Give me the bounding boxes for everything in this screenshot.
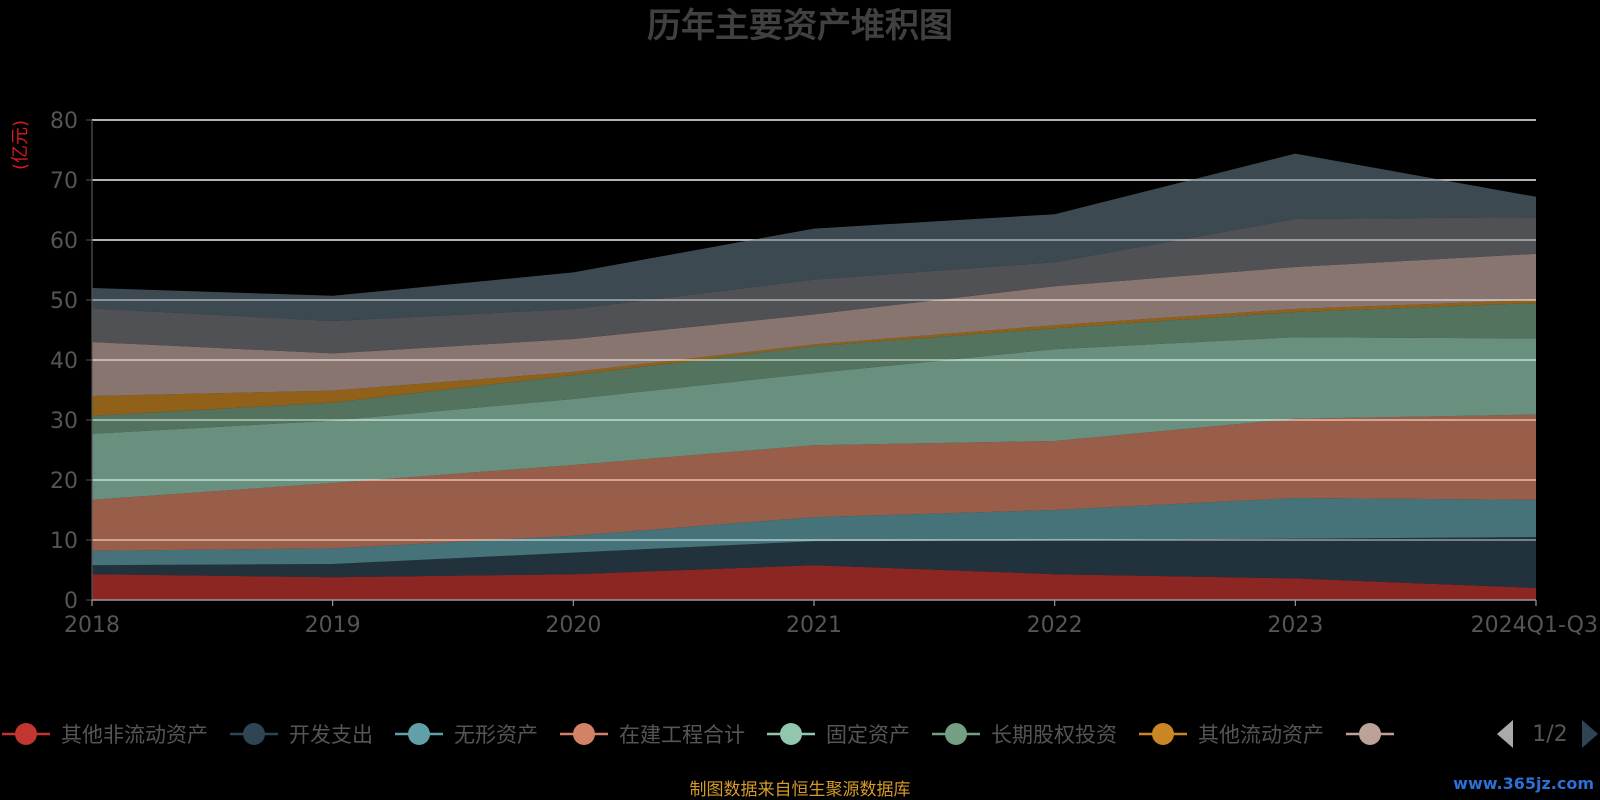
legend-item[interactable]: 开发支出 (230, 723, 373, 747)
legend-item[interactable]: 其他非流动资产 (2, 723, 208, 747)
y-tick-label: 80 (50, 109, 78, 134)
grid-lines-overlay (92, 119, 1536, 541)
legend-next-page-icon[interactable] (1582, 720, 1598, 748)
legend-label: 固定资产 (826, 723, 910, 747)
axes: 0 10 20 30 40 50 60 70 80 2018 2019 2020 2021 2022 202… (50, 109, 1598, 638)
y-axis-unit-label: (亿元) (10, 120, 31, 170)
x-tick-label: 2018 (64, 613, 120, 638)
area-series-4 (92, 414, 1536, 551)
x-tick-label: 2021 (786, 613, 842, 638)
area-series-6 (92, 303, 1536, 434)
watermark: www.365jz.com (1453, 774, 1594, 793)
x-tick-label: 2023 (1267, 613, 1323, 638)
legend-dot-swatch (15, 723, 37, 745)
legend-dot-swatch (1359, 723, 1381, 745)
legend-item[interactable]: 在建工程合计 (560, 723, 745, 747)
area-series-8 (92, 253, 1536, 396)
legend-prev-page-icon[interactable] (1497, 720, 1513, 748)
y-tick-label: 0 (64, 589, 78, 614)
y-tick-label: 60 (50, 229, 78, 254)
y-tick-label: 10 (50, 529, 78, 554)
area-series-7 (92, 300, 1536, 416)
legend-dot-swatch (243, 723, 265, 745)
x-tick-label: 2020 (545, 613, 601, 638)
area-series-10 (92, 153, 1536, 321)
legend-dot-swatch (945, 723, 967, 745)
legend-item-partial[interactable] (1346, 723, 1394, 745)
legend-item[interactable]: 无形资产 (395, 723, 538, 747)
legend-label: 开发支出 (289, 723, 373, 747)
legend-page-indicator: 1/2 (1532, 722, 1567, 747)
legend-item[interactable]: 固定资产 (767, 723, 910, 747)
legend: 其他非流动资产 开发支出 无形资产 在建工程合计 固定资产 长期股权投资 其他流动资产 1/2 (2, 720, 1598, 748)
area-series-2 (92, 537, 1536, 588)
legend-dot-swatch (780, 723, 802, 745)
chart-title: 历年主要资产堆积图 (647, 6, 953, 46)
legend-label: 其他流动资产 (1198, 723, 1324, 747)
legend-label: 在建工程合计 (619, 723, 745, 747)
legend-label: 其他非流动资产 (61, 723, 208, 747)
x-tick-label: 2019 (305, 613, 361, 638)
x-tick-label: 2022 (1027, 613, 1083, 638)
legend-label: 长期股权投资 (991, 723, 1117, 747)
area-series-9 (92, 217, 1536, 354)
area-series-5 (92, 337, 1536, 500)
area-series-3 (92, 498, 1536, 566)
source-note: 制图数据来自恒生聚源数据库 (690, 780, 911, 800)
y-tick-label: 50 (50, 289, 78, 314)
legend-dot-swatch (573, 723, 595, 745)
legend-dot-swatch (408, 723, 430, 745)
y-tick-label: 70 (50, 169, 78, 194)
area-series-group (92, 153, 1536, 600)
legend-item[interactable]: 长期股权投资 (932, 723, 1117, 747)
legend-label: 无形资产 (454, 723, 538, 747)
x-tick-label: 2024Q1-Q3 (1471, 613, 1598, 638)
legend-item[interactable]: 其他流动资产 (1139, 723, 1324, 747)
legend-dot-swatch (1152, 723, 1174, 745)
y-tick-label: 40 (50, 349, 78, 374)
area-series-1 (92, 565, 1536, 600)
y-tick-label: 20 (50, 469, 78, 494)
y-tick-label: 30 (50, 409, 78, 434)
